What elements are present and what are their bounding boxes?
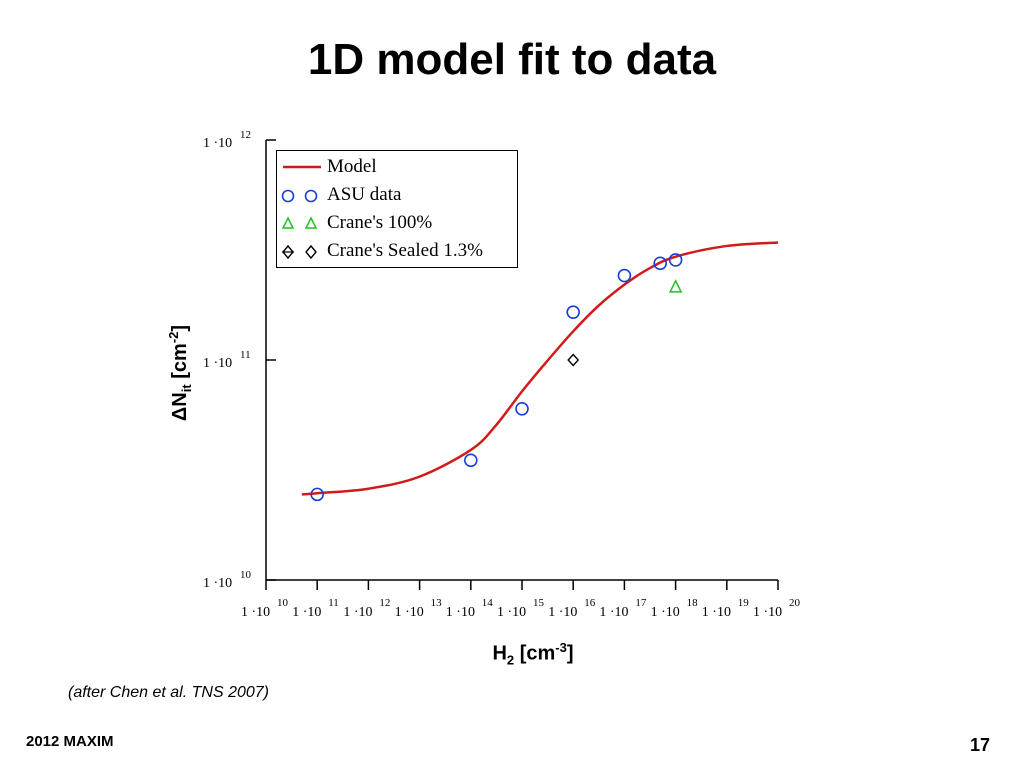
x-tick-label: 1 ·10 [548,605,577,620]
model-curve [301,241,779,496]
legend-item-asu: ASU data [277,181,517,209]
asu-data-point [566,305,581,319]
x-tick-label: 1 ·10 [599,605,628,620]
x-tick-exponent: 12 [379,597,390,609]
model-line [301,241,779,496]
footer-label: 2012 MAXIM [26,733,114,750]
y-tick-label: 1 ·10 [203,356,232,371]
x-tick-exponent: 18 [687,597,699,609]
y-axis-label-box: ΔNit [cm-2] [160,308,200,438]
x-tick-exponent: 13 [431,597,443,609]
slide-title: 1D model fit to data [307,35,717,84]
y-axis-label: ΔNit [cm-2] [166,324,194,422]
x-tick-exponent: 14 [482,597,494,609]
x-tick-label: 1 ·10 [395,605,424,620]
y-tick-exponent: 10 [240,569,252,581]
legend-label: Crane's Sealed 1.3% [327,240,483,261]
y-tick-exponent: 12 [240,129,251,141]
x-tick-label: 1 ·10 [753,605,782,620]
legend-label: Crane's 100% [327,212,433,233]
x-tick-exponent: 20 [789,597,801,609]
x-tick-exponent: 19 [738,597,750,609]
diamond-icon [282,244,317,260]
line-icon [283,165,321,169]
legend: Model ASU data Crane's 100% Crane's Seal… [276,150,518,268]
legend-item-model: Model [277,153,517,181]
x-tick-label: 1 ·10 [343,605,372,620]
x-axis-label: H2 [cm-3] [492,640,574,668]
x-tick-exponent: 11 [328,597,339,609]
page-number: 17 [969,735,990,755]
x-tick-label: 1 ·10 [292,605,321,620]
circle-icon [281,189,318,203]
x-tick-label: 1 ·10 [702,605,731,620]
asu-data-point [310,487,325,502]
crane-sealed-data-point [567,353,580,367]
x-tick-exponent: 16 [584,597,596,609]
x-tick-label: 1 ·10 [446,605,475,620]
crane-100-data-point [668,279,683,293]
y-tick-label: 1 ·10 [203,576,232,591]
y-tick-label: 1 ·10 [203,136,232,151]
asu-data-point [463,453,478,468]
x-tick-label: 1 ·10 [497,605,526,620]
y-tick-labels: 1 ·10 10 1 ·10 11 1 ·10 12 [203,129,252,591]
x-tick-exponent: 10 [277,597,289,609]
asu-data-point [653,256,667,271]
markers [310,253,683,502]
legend-item-crane-sealed: Crane's Sealed 1.3% [277,237,517,265]
citation-note: (after Chen et al. TNS 2007) [68,684,269,701]
legend-item-crane-100: Crane's 100% [277,209,517,237]
x-tick-label: 1 ·10 [651,605,680,620]
asu-data-point [515,402,529,416]
asu-data-point [617,268,632,283]
x-tick-label: 1 ·10 [241,605,270,620]
legend-label: ASU data [327,184,402,205]
axes [265,139,779,590]
triangle-icon [281,216,318,229]
x-tick-exponent: 15 [533,597,545,609]
asu-data-point [668,253,683,267]
x-tick-exponent: 17 [635,597,647,609]
legend-label: Model [327,156,377,177]
y-tick-exponent: 11 [240,349,251,361]
